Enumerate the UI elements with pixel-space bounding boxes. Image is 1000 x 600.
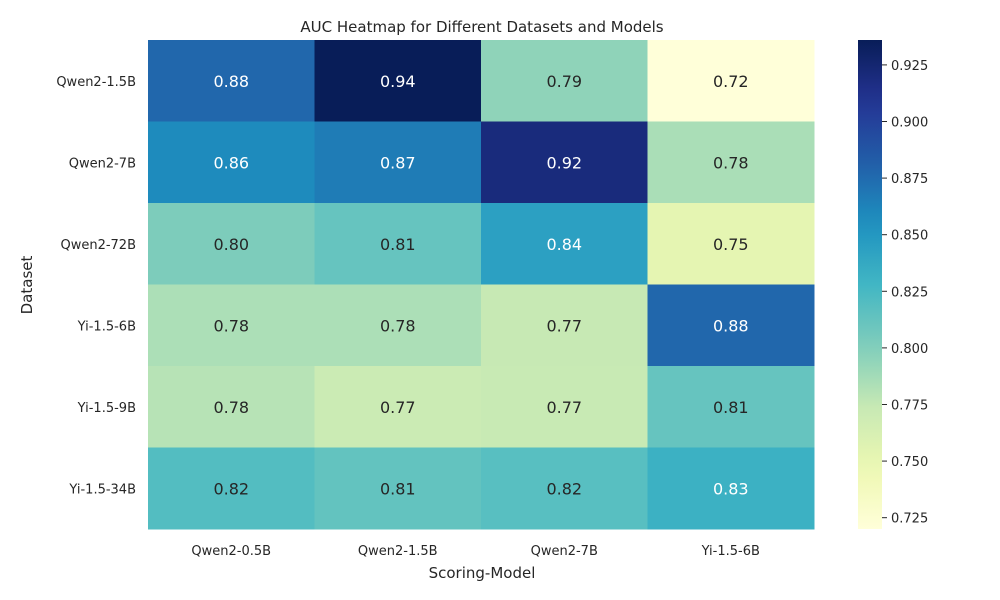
colorbar-tick-label: 0.875 <box>891 172 928 187</box>
cell-value-label: 0.79 <box>546 72 582 91</box>
chart-title: AUC Heatmap for Different Datasets and M… <box>300 18 663 36</box>
heatmap-cell <box>481 447 648 530</box>
heatmap-cell <box>647 203 815 285</box>
cell-value-label: 0.81 <box>713 398 749 417</box>
cell-value-label: 0.81 <box>380 479 416 498</box>
colorbar-tick-label: 0.800 <box>891 342 928 357</box>
heatmap-cell <box>314 203 482 285</box>
y-tick-label: Qwen2-7B <box>69 156 136 171</box>
heatmap-cell <box>148 284 315 367</box>
cell-value-label: 0.78 <box>380 316 416 335</box>
cell-value-label: 0.78 <box>713 153 749 172</box>
colorbar <box>858 40 882 529</box>
cell-value-label: 0.81 <box>380 235 416 254</box>
heatmap-cell <box>314 366 482 448</box>
heatmap-cell <box>647 447 815 530</box>
cell-value-label: 0.82 <box>546 479 582 498</box>
colorbar-tick-labels: 0.725 0.750 0.775 0.800 0.825 0.850 0.875 0.900… <box>882 59 928 527</box>
heatmap-cell <box>647 40 815 122</box>
heatmap-cell <box>481 40 648 122</box>
x-tick-labels: Qwen2-0.5B Qwen2-1.5B Qwen2-7B Yi-1.5-6B <box>191 544 760 559</box>
y-tick-labels: Qwen2-1.5B Qwen2-7B Qwen2-72B Yi-1.5-6B Yi-1… <box>56 75 136 498</box>
cell-value-label: 0.72 <box>713 72 749 91</box>
cell-value-label: 0.88 <box>713 316 749 335</box>
heatmap-cell <box>481 203 648 285</box>
colorbar-tick-label: 0.750 <box>891 455 928 470</box>
colorbar-tick-label: 0.725 <box>891 512 928 527</box>
x-tick-label: Qwen2-7B <box>531 544 598 559</box>
heatmap-cell <box>148 121 315 204</box>
y-tick-label: Yi-1.5-6B <box>77 319 136 334</box>
cell-value-label: 0.78 <box>213 316 249 335</box>
heatmap-cell <box>148 366 315 448</box>
x-tick-label: Qwen2-0.5B <box>191 544 271 559</box>
heatmap-cell <box>481 366 648 448</box>
heatmap-cell <box>647 366 815 448</box>
cell-value-label: 0.94 <box>380 72 416 91</box>
cell-value-label: 0.83 <box>713 479 749 498</box>
heatmap-cell <box>314 284 482 367</box>
heatmap-cell <box>481 121 648 204</box>
heatmap-cell <box>314 40 482 122</box>
y-tick-label: Yi-1.5-34B <box>68 482 136 497</box>
y-axis-label: Dataset <box>18 256 36 315</box>
cell-value-label: 0.86 <box>213 153 249 172</box>
cell-value-label: 0.92 <box>546 153 582 172</box>
heatmap-cell <box>647 121 815 204</box>
y-tick-label: Qwen2-72B <box>60 238 136 253</box>
heatmap-cell <box>148 447 315 530</box>
cell-value-label: 0.77 <box>546 316 582 335</box>
cell-value-label: 0.75 <box>713 235 749 254</box>
heatmap-cell <box>481 284 648 367</box>
cell-value-label: 0.87 <box>380 153 416 172</box>
heatmap-cell <box>314 447 482 530</box>
colorbar-tick-label: 0.900 <box>891 116 928 131</box>
x-axis-label: Scoring-Model <box>429 564 536 582</box>
cell-value-label: 0.84 <box>546 235 582 254</box>
colorbar-tick-label: 0.775 <box>891 398 928 413</box>
heatmap-cell <box>148 203 315 285</box>
y-tick-label: Qwen2-1.5B <box>56 75 136 90</box>
heatmap-cell <box>148 40 315 122</box>
cell-value-label: 0.78 <box>213 398 249 417</box>
cell-value-label: 0.80 <box>213 235 249 254</box>
cell-value-label: 0.82 <box>213 479 249 498</box>
colorbar-tick-label: 0.850 <box>891 229 928 244</box>
cell-value-label: 0.88 <box>213 72 249 91</box>
heatmap-cell <box>314 121 482 204</box>
cell-value-label: 0.77 <box>546 398 582 417</box>
heatmap-cells: 0.88 0.94 0.79 0.72 0.86 0.87 0.92 0.78 0.80 0.81… <box>148 40 815 530</box>
colorbar-tick-label: 0.825 <box>891 285 928 300</box>
colorbar-tick-label: 0.925 <box>891 59 928 74</box>
x-tick-label: Qwen2-1.5B <box>358 544 438 559</box>
x-tick-label: Yi-1.5-6B <box>701 544 760 559</box>
cell-value-label: 0.77 <box>380 398 416 417</box>
heatmap-cell <box>647 284 815 367</box>
y-tick-label: Yi-1.5-9B <box>77 401 136 416</box>
